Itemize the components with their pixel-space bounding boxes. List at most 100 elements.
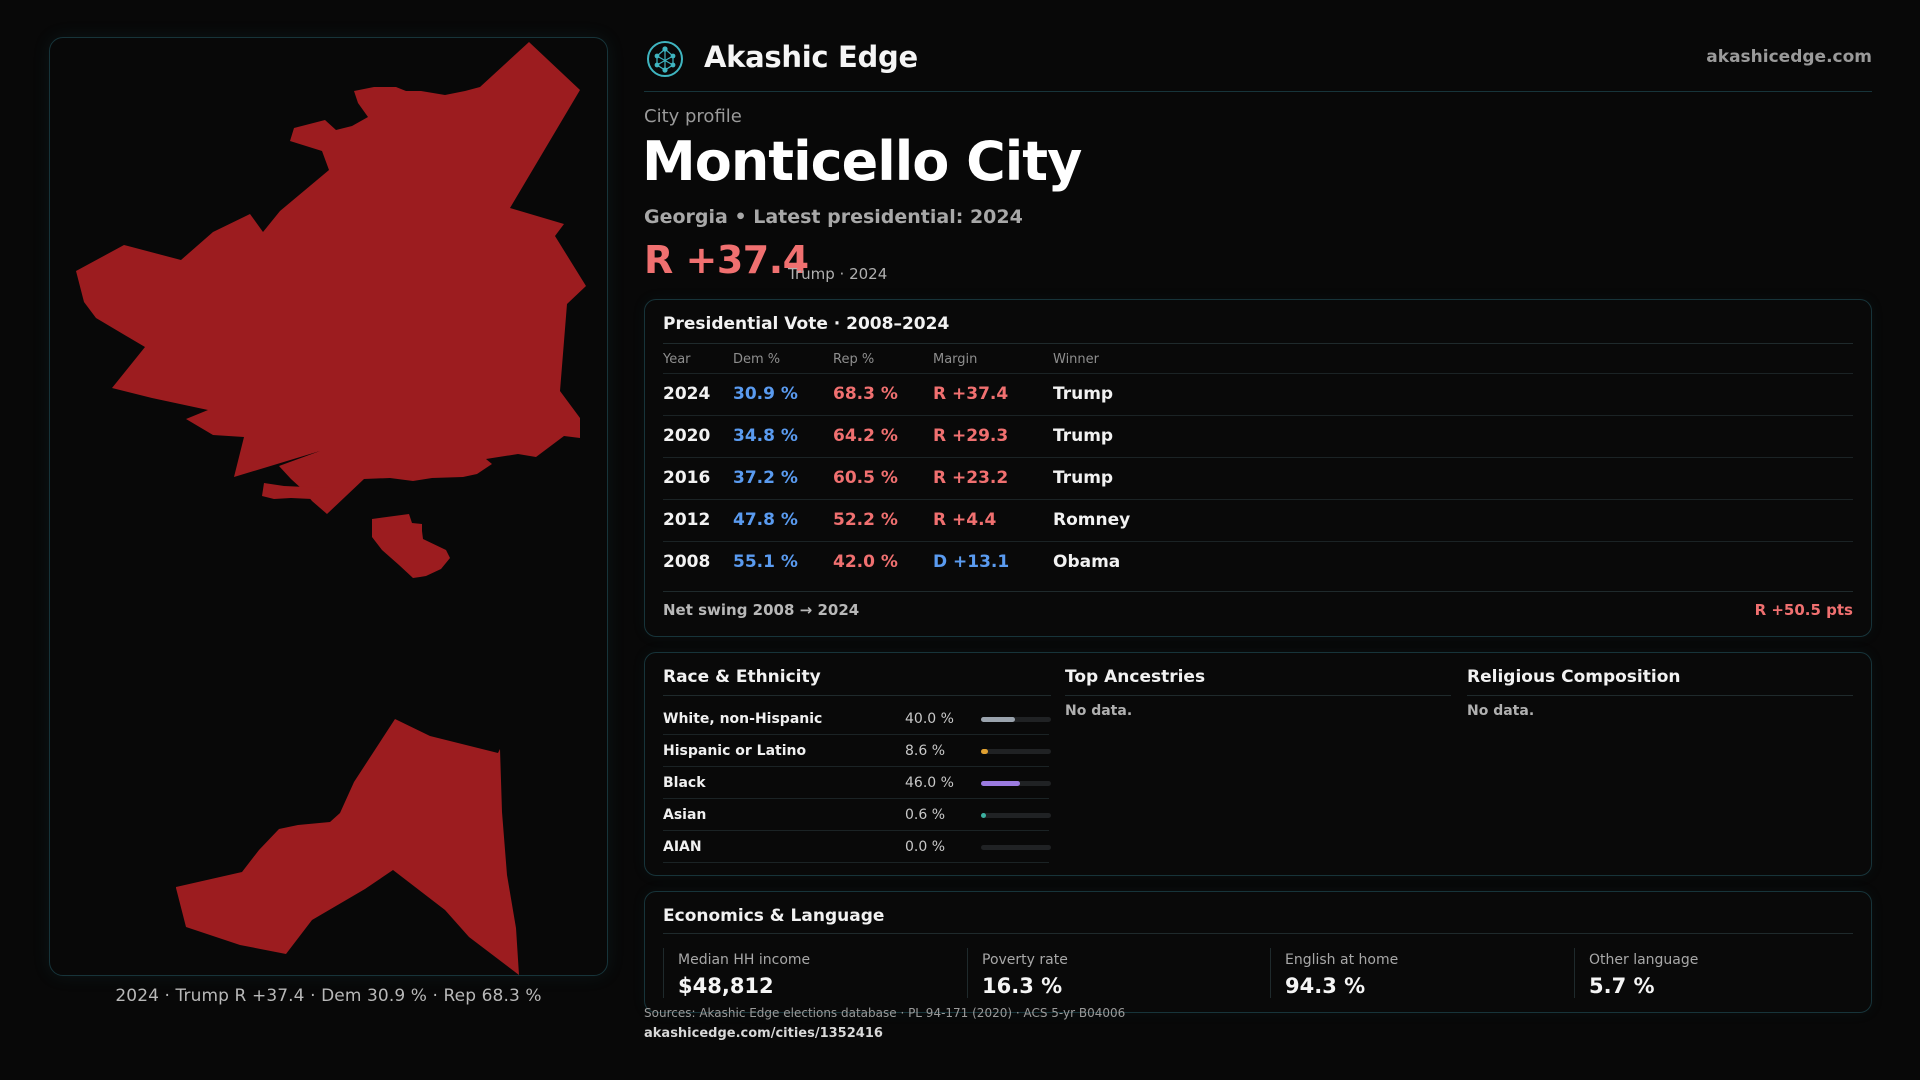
stat-poverty-rate: Poverty rate 16.3 % <box>967 948 1257 1008</box>
stat-value: 16.3 % <box>982 974 1063 998</box>
brand-name[interactable]: Akashic Edge <box>704 40 918 74</box>
section-title: Top Ancestries <box>1065 667 1206 687</box>
city-boundary-southwest-shape[interactable] <box>262 483 328 499</box>
race-row: Asian 0.6 % <box>663 799 1051 831</box>
race-bar-track <box>981 717 1051 722</box>
race-row: AIAN 0.0 % <box>663 831 1051 863</box>
card-title: Economics & Language <box>663 906 885 926</box>
economics-language-card: Economics & Language Median HH income $4… <box>644 891 1872 1013</box>
cell-rep-pct: 52.2 % <box>833 510 898 530</box>
cell-year: 2008 <box>663 552 711 572</box>
race-ethnicity-section: Race & Ethnicity White, non-Hispanic 40.0… <box>663 653 1051 875</box>
latest-margin: R +37.4 <box>644 238 809 282</box>
race-bar-track <box>981 845 1051 850</box>
stat-divider <box>663 948 664 998</box>
stat-divider <box>967 948 968 998</box>
divider <box>663 695 1051 696</box>
stat-value: 94.3 % <box>1285 974 1366 998</box>
race-pct: 40.0 % <box>905 711 954 727</box>
stat-median-income: Median HH income $48,812 <box>663 948 953 1008</box>
race-pct: 0.0 % <box>905 839 946 855</box>
cell-rep-pct: 64.2 % <box>833 426 898 446</box>
cell-margin: R +4.4 <box>933 510 997 530</box>
cell-winner: Obama <box>1053 552 1121 572</box>
presidential-vote-card: Presidential Vote · 2008–2024 Year Dem %… <box>644 299 1872 637</box>
cell-winner: Romney <box>1053 510 1131 530</box>
religious-composition-section: Religious Composition No data. <box>1467 653 1853 875</box>
cell-margin: R +23.2 <box>933 468 1009 488</box>
cell-winner: Trump <box>1053 426 1114 446</box>
city-boundary-north-shape[interactable] <box>76 42 586 514</box>
vote-row-2024[interactable]: 2024 30.9 % 68.3 % R +37.4 Trump <box>663 373 1853 415</box>
stat-other-language: Other language 5.7 % <box>1574 948 1854 1008</box>
cell-winner: Trump <box>1053 468 1114 488</box>
divider <box>663 343 1853 344</box>
cell-dem-pct: 30.9 % <box>733 384 798 404</box>
cell-rep-pct: 60.5 % <box>833 468 898 488</box>
site-link[interactable]: akashicedge.com <box>1706 47 1872 67</box>
race-row: Hispanic or Latino 8.6 % <box>663 735 1051 767</box>
cell-margin: R +29.3 <box>933 426 1009 446</box>
cell-dem-pct: 37.2 % <box>733 468 798 488</box>
cell-rep-pct: 42.0 % <box>833 552 898 572</box>
section-title: Religious Composition <box>1467 667 1681 687</box>
cell-year: 2012 <box>663 510 711 530</box>
vote-row-2016[interactable]: 2016 37.2 % 60.5 % R +23.2 Trump <box>663 457 1853 499</box>
cell-year: 2024 <box>663 384 711 404</box>
cell-dem-pct: 55.1 % <box>733 552 798 572</box>
race-pct: 0.6 % <box>905 807 946 823</box>
map-caption: 2024 · Trump R +37.4 · Dem 30.9 % · Rep … <box>115 986 542 1006</box>
race-bar-fill <box>981 749 988 754</box>
vote-row-2012[interactable]: 2012 47.8 % 52.2 % R +4.4 Romney <box>663 499 1853 541</box>
stat-label: Poverty rate <box>982 952 1068 968</box>
demographics-card: Race & Ethnicity White, non-Hispanic 40.0… <box>644 652 1872 876</box>
section-title: Race & Ethnicity <box>663 667 821 687</box>
race-label: AIAN <box>663 839 702 855</box>
top-ancestries-section: Top Ancestries No data. <box>1065 653 1451 875</box>
race-bar-track <box>981 813 1051 818</box>
race-bar-track <box>981 781 1051 786</box>
stat-label: English at home <box>1285 952 1399 968</box>
empty-state: No data. <box>1467 703 1535 719</box>
race-row: Black 46.0 % <box>663 767 1051 799</box>
vote-row-2020[interactable]: 2020 34.8 % 64.2 % R +29.3 Trump <box>663 415 1853 457</box>
cell-year: 2020 <box>663 426 711 446</box>
divider <box>663 933 1853 934</box>
cell-winner: Trump <box>1053 384 1114 404</box>
race-label: White, non-Hispanic <box>663 711 823 727</box>
race-bar-fill <box>981 813 986 818</box>
tree-of-life-icon[interactable] <box>646 40 684 78</box>
column-header-year: Year <box>663 352 691 367</box>
cell-year: 2016 <box>663 468 711 488</box>
latest-margin-note: Trump · 2024 <box>788 265 888 283</box>
stat-label: Median HH income <box>678 952 811 968</box>
cell-rep-pct: 68.3 % <box>833 384 898 404</box>
column-header-winner: Winner <box>1053 352 1100 367</box>
stat-label: Other language <box>1589 952 1699 968</box>
city-boundary-map[interactable] <box>49 37 608 976</box>
race-bar-fill <box>981 717 1015 722</box>
city-boundary-south-shape[interactable] <box>372 514 450 578</box>
column-header-dem: Dem % <box>733 352 781 367</box>
sources-note: Sources: Akashic Edge elections database… <box>644 1006 1126 1020</box>
race-pct: 46.0 % <box>905 775 954 791</box>
city-boundary-svg <box>76 42 586 975</box>
race-label: Asian <box>663 807 707 823</box>
cell-dem-pct: 47.8 % <box>733 510 798 530</box>
page-subtitle: Georgia • Latest presidential: 2024 <box>644 206 1023 228</box>
cell-dem-pct: 34.8 % <box>733 426 798 446</box>
divider <box>1065 695 1451 696</box>
permalink[interactable]: akashicedge.com/cities/1352416 <box>644 1026 883 1041</box>
stat-divider <box>1574 948 1575 998</box>
race-label: Black <box>663 775 706 791</box>
stat-value: $48,812 <box>678 974 774 998</box>
page-title: Monticello City <box>642 130 1082 193</box>
divider <box>1467 695 1853 696</box>
net-swing-label: Net swing 2008 → 2024 <box>663 601 860 619</box>
site-header: Akashic Edge akashicedge.com <box>644 34 1872 92</box>
stat-divider <box>1270 948 1271 998</box>
vote-row-2008[interactable]: 2008 55.1 % 42.0 % D +13.1 Obama <box>663 541 1853 583</box>
race-row: White, non-Hispanic 40.0 % <box>663 703 1051 735</box>
race-label: Hispanic or Latino <box>663 743 807 759</box>
city-boundary-lower-shape[interactable] <box>176 719 519 975</box>
